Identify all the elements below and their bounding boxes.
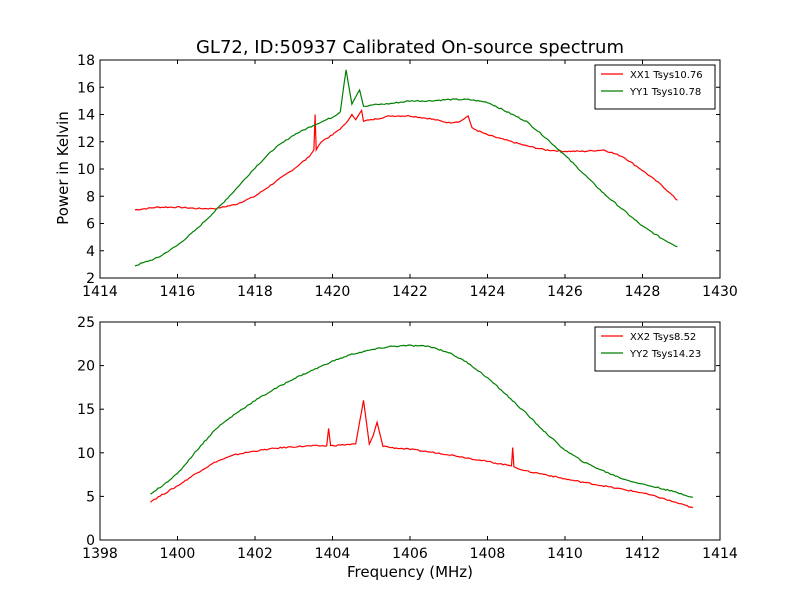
top-panel: 1414 1416 1418 1420 1422 1424 1426 1428 14302468…: [77, 53, 738, 300]
bottom-x-tick-label: 1404: [315, 546, 351, 562]
top-series-line-2: [134, 69, 678, 267]
top-y-tick-label: 16: [77, 80, 95, 96]
bottom-y-tick-label: 25: [77, 315, 95, 331]
bottom-panel: 1398 1400 1402 1404 1406 1408 1410 1412 1414 0 5 10…: [77, 315, 738, 562]
top-x-tick-label: 1416: [160, 284, 196, 300]
top-y-tick-label: 4: [86, 244, 95, 260]
bottom-y-tick-label: 15: [77, 402, 95, 418]
bottom-legend: XX2 Tsys8.52 YY2 Tsys14.23: [594, 326, 716, 372]
bottom-y-tick-label: 20: [77, 359, 95, 375]
bottom-legend-label-2: YY2 Tsys14.23: [629, 349, 701, 360]
top-legend-label-1: XX1 Tsys10.76: [630, 70, 703, 81]
top-x-tick-label: 1430: [702, 284, 738, 300]
top-y-tick-label: 2: [86, 271, 95, 287]
bottom-x-tick-label: 1410: [547, 546, 583, 562]
bottom-x-axis-label: Frequency (MHz): [347, 563, 473, 581]
bottom-x-tick-label: 1400: [160, 546, 196, 562]
top-x-tick-label: 1414: [82, 284, 118, 300]
top-y-tick-label: 14: [77, 108, 95, 124]
top-x-tick-label: 1424: [470, 284, 506, 300]
top-x-tick-label: 1420: [315, 284, 351, 300]
top-y-tick-label: 8: [86, 189, 95, 205]
top-y-tick-label: 12: [77, 135, 95, 151]
top-x-tick-label: 1418: [237, 284, 273, 300]
bottom-x-tick-label: 1412: [625, 546, 661, 562]
bottom-legend-box: [594, 326, 716, 372]
bottom-y-tick-label: 5: [86, 489, 95, 505]
bottom-x-tick-label: 1398: [82, 546, 118, 562]
bottom-x-tick-label: 1402: [237, 546, 273, 562]
top-y-axis-label: Power in Kelvin: [54, 111, 72, 225]
bottom-x-tick-label: 1406: [392, 546, 428, 562]
top-legend: XX1 Tsys10.76 YY1 Tsys10.78: [594, 64, 716, 110]
bottom-legend-label-1: XX2 Tsys8.52: [630, 332, 696, 343]
top-legend-box: [594, 64, 716, 110]
top-legend-label-2: YY1 Tsys10.78: [629, 87, 701, 98]
top-y-tick-label: 6: [86, 217, 95, 233]
figure-title: GL72, ID:50937 Calibrated On-source spec…: [196, 37, 624, 58]
bottom-y-tick-label: 10: [77, 446, 95, 462]
bottom-series-line-1: [149, 400, 694, 509]
top-series-line-1: [134, 108, 678, 211]
bottom-y-tick-label: 0: [86, 533, 95, 549]
top-x-tick-label: 1422: [392, 284, 428, 300]
top-y-tick-label: 18: [77, 53, 95, 69]
top-y-tick-label: 10: [77, 162, 95, 178]
top-x-tick-label: 1428: [625, 284, 661, 300]
bottom-series-line-2: [150, 344, 694, 498]
bottom-x-tick-label: 1414: [702, 546, 738, 562]
top-x-tick-label: 1426: [547, 284, 583, 300]
bottom-x-tick-label: 1408: [470, 546, 506, 562]
